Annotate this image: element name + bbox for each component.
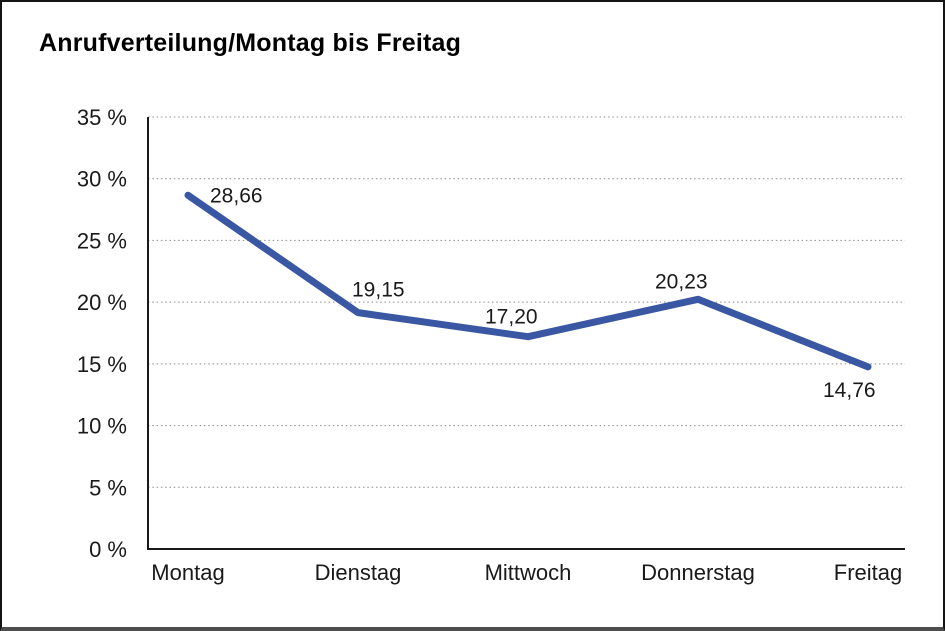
y-tick-label: 20 % <box>77 290 127 315</box>
x-category-label: Dienstag <box>315 560 402 585</box>
y-tick-label: 15 % <box>77 352 127 377</box>
data-line <box>184 191 872 371</box>
y-tick-label: 10 % <box>77 414 127 439</box>
data-point-label: 28,66 <box>210 184 263 207</box>
data-point-label: 14,76 <box>823 379 876 402</box>
data-point-label: 17,20 <box>485 306 538 329</box>
y-tick-label: 25 % <box>77 228 127 253</box>
data-point-label: 20,23 <box>655 270 708 293</box>
x-category-label: Donnerstag <box>641 560 755 585</box>
data-point-label: 19,15 <box>352 279 405 302</box>
x-category-label: Montag <box>151 560 224 585</box>
x-category-label: Mittwoch <box>485 560 572 585</box>
y-tick-label: 0 % <box>89 537 127 562</box>
chart-title: Anrufverteilung/Montag bis Freitag <box>39 29 462 57</box>
y-tick-label: 5 % <box>89 475 127 500</box>
y-tick-label: 30 % <box>77 167 127 192</box>
x-category-label: Freitag <box>834 560 902 585</box>
y-tick-label: 35 % <box>77 105 127 130</box>
